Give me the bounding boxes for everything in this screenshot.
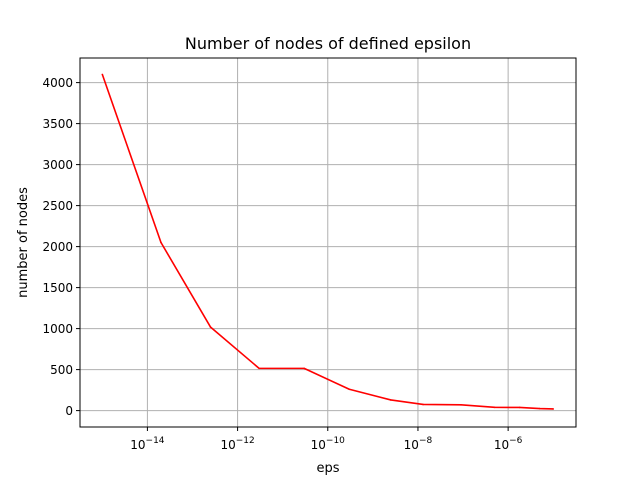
data-point (258, 367, 260, 370)
data-point (538, 407, 541, 410)
y-tick-label: 4000 (42, 76, 73, 90)
data-point (518, 406, 521, 409)
data-point (552, 408, 555, 410)
x-tick-label: 10−14 (130, 436, 165, 452)
data-point (460, 404, 462, 406)
data-point (390, 399, 392, 401)
data-point (348, 388, 351, 391)
data-point (422, 403, 424, 406)
y-tick-label: 3500 (42, 117, 73, 131)
y-tick-label: 500 (50, 363, 73, 377)
y-tick-label: 0 (65, 404, 73, 418)
chart-title: Number of nodes of defined epsilon (185, 34, 471, 53)
grid (80, 58, 576, 427)
data-point (209, 326, 212, 328)
x-tick-label: 10−8 (404, 436, 433, 452)
data-point (160, 241, 162, 244)
y-tick-label: 2000 (42, 240, 73, 254)
data-point (303, 367, 305, 370)
x-axis-label: eps (316, 461, 339, 476)
x-tick-label: 10−12 (220, 436, 254, 452)
axis-ticks: 10−14 10−12 10−10 10−8 10−6 0 500 1000 1500 2000 2… (42, 76, 522, 452)
y-axis-label: number of nodes (16, 187, 31, 298)
y-tick-label: 1500 (42, 281, 73, 295)
data-point (493, 406, 496, 409)
data-point (101, 73, 104, 76)
y-tick-label: 2500 (42, 199, 73, 213)
x-tick-label: 10−6 (494, 436, 523, 452)
y-tick-label: 1000 (42, 322, 73, 336)
series-layer (101, 73, 555, 410)
x-tick-label: 10−10 (311, 436, 346, 452)
y-tick-label: 3000 (42, 158, 73, 172)
